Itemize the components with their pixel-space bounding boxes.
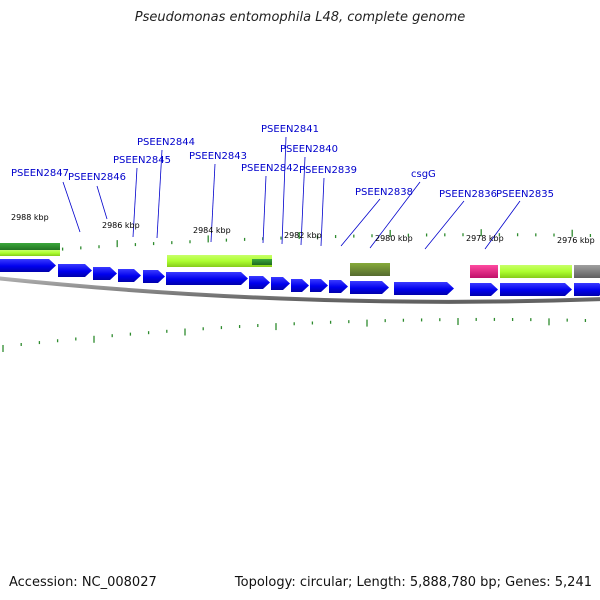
kbp-label-2978: 2978 kbp bbox=[466, 234, 504, 243]
feature-dark-green bbox=[0, 243, 60, 251]
gene-label-leader-line bbox=[320, 177, 325, 247]
gene-arrow bbox=[500, 283, 572, 296]
gene-arrow bbox=[291, 279, 309, 292]
kbp-label-2976: 2976 kbp bbox=[557, 236, 595, 245]
genome-backbone bbox=[0, 276, 600, 304]
gene-label-leader-line bbox=[132, 167, 138, 238]
gene-arrow bbox=[574, 283, 600, 296]
gene-arrow bbox=[271, 277, 290, 290]
gene-label-pseen2838: PSEEN2838 bbox=[355, 187, 413, 198]
kbp-label-2986: 2986 kbp bbox=[102, 221, 140, 230]
kbp-labels: 2988 kbp 2986 kbp 2984 kbp 2982 kbp 2980… bbox=[11, 213, 595, 245]
gene-label-pseen2840: PSEEN2840 bbox=[280, 144, 338, 155]
gene-labels: PSEEN2847 PSEEN2846 PSEEN2845 PSEEN2844 … bbox=[11, 124, 554, 200]
gene-arrow bbox=[0, 259, 56, 272]
feature-gray bbox=[574, 265, 600, 278]
gene-label-leader-line bbox=[156, 149, 163, 239]
kbp-label-2982: 2982 kbp bbox=[284, 231, 322, 240]
feature-track bbox=[0, 243, 600, 278]
feature-light-green bbox=[167, 255, 272, 267]
gene-label-pseen2847: PSEEN2847 bbox=[11, 168, 69, 179]
gene-label-pseen2836: PSEEN2836 bbox=[439, 189, 497, 200]
gene-arrow bbox=[310, 279, 328, 292]
gene-label-pseen2835: PSEEN2835 bbox=[496, 189, 554, 200]
gene-arrow bbox=[470, 283, 498, 296]
gene-arrow bbox=[93, 267, 117, 280]
gene-arrow bbox=[329, 280, 348, 293]
feature-olive bbox=[350, 263, 390, 276]
map-title: Pseudomonas entomophila L48, complete ge… bbox=[134, 10, 466, 25]
gene-label-leader-line bbox=[369, 181, 421, 249]
gene-label-leader-line bbox=[62, 181, 81, 233]
gene-label-leaders bbox=[62, 136, 521, 250]
gene-label-pseen2842: PSEEN2842 bbox=[241, 163, 299, 174]
kbp-label-2980: 2980 kbp bbox=[375, 234, 413, 243]
gene-arrow bbox=[118, 269, 141, 282]
gene-arrow bbox=[394, 282, 454, 295]
feature-dark-green bbox=[252, 259, 272, 265]
feature-light-green bbox=[0, 250, 60, 256]
gene-arrow bbox=[350, 281, 389, 294]
gene-label-leader-line bbox=[262, 175, 267, 244]
gene-label-pseen2845: PSEEN2845 bbox=[113, 155, 171, 166]
gene-arrow bbox=[249, 276, 270, 289]
gene-label-pseen2843: PSEEN2843 bbox=[189, 151, 247, 162]
gene-label-leader-line bbox=[424, 200, 465, 250]
kbp-label-2988: 2988 kbp bbox=[11, 213, 49, 222]
gene-label-leader-line bbox=[96, 185, 108, 220]
gene-arrow bbox=[143, 270, 165, 283]
accession-text: Accession: NC_008027 bbox=[9, 575, 157, 590]
inner-tick-marks bbox=[2, 317, 587, 352]
gene-label-csgg: csgG bbox=[411, 169, 436, 180]
feature-pink bbox=[470, 265, 498, 278]
gene-label-leader-line bbox=[340, 198, 381, 247]
genome-summary-text: Topology: circular; Length: 5,888,780 bp… bbox=[234, 575, 592, 590]
gene-label-pseen2839: PSEEN2839 bbox=[299, 165, 357, 176]
gene-label-pseen2844: PSEEN2844 bbox=[137, 137, 195, 148]
gene-arrow bbox=[58, 264, 92, 277]
gene-label-leader-line bbox=[210, 163, 216, 243]
gene-label-pseen2841: PSEEN2841 bbox=[261, 124, 319, 135]
outer-tick-marks bbox=[7, 229, 592, 255]
gene-label-leader-line bbox=[281, 136, 287, 245]
gene-track bbox=[0, 259, 600, 296]
gene-label-pseen2846: PSEEN2846 bbox=[68, 172, 126, 183]
kbp-label-2984: 2984 kbp bbox=[193, 226, 231, 235]
gene-arrow bbox=[166, 272, 248, 285]
gene-label-leader-line bbox=[300, 156, 306, 246]
feature-light-green bbox=[500, 265, 572, 278]
gene-label-leader-line bbox=[484, 200, 521, 250]
